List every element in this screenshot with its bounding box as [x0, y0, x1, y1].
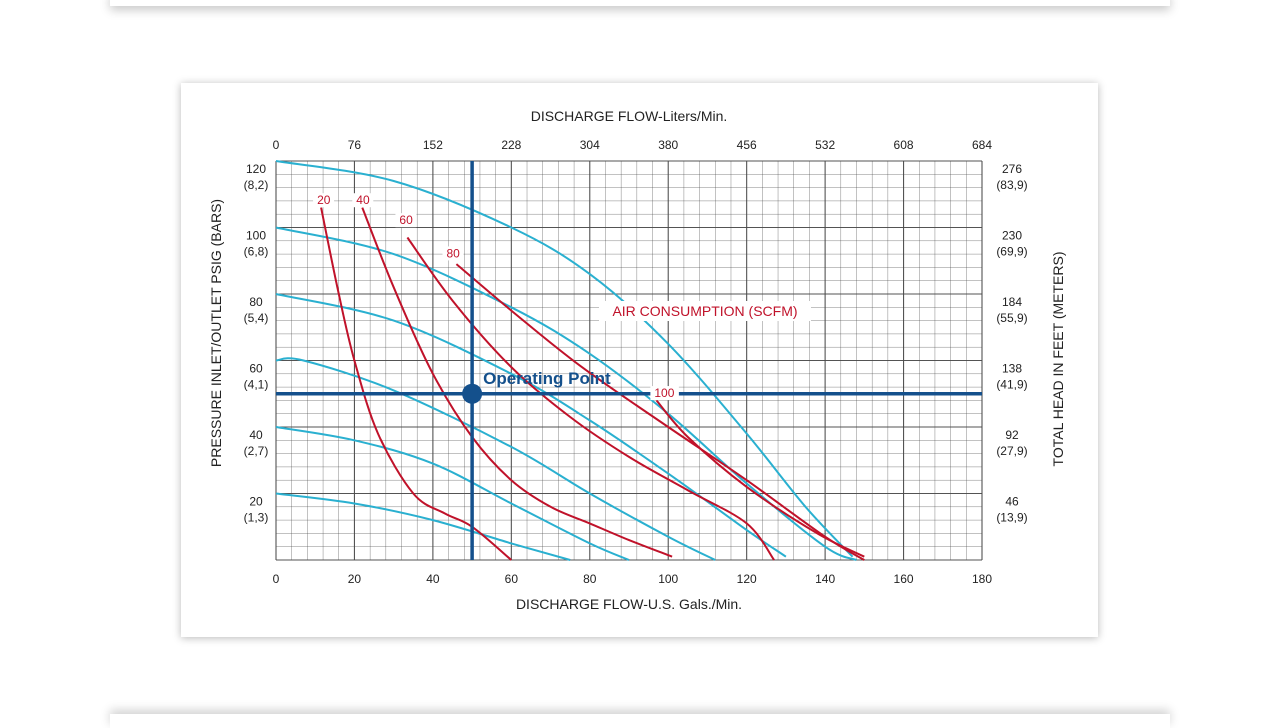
air-curve-40 — [361, 207, 673, 558]
right-tick-meters: (55,9) — [996, 311, 1027, 325]
top-tick-label: 304 — [580, 138, 600, 152]
right-tick-meters: (27,9) — [996, 444, 1027, 458]
air-curve-label-20: 20 — [317, 193, 331, 207]
chart-grid — [275, 160, 983, 561]
x-tick-label: 120 — [737, 572, 757, 586]
right-tick-feet: 276 — [1002, 162, 1022, 176]
air-curve-label-80: 80 — [447, 246, 461, 260]
right-tick-feet: 184 — [1002, 295, 1022, 309]
top-tick-label: 684 — [972, 138, 992, 152]
top-tick-label: 380 — [658, 138, 678, 152]
x-tick-label: 180 — [972, 572, 992, 586]
left-tick-bar: (6,8) — [244, 245, 269, 259]
air-curve-label-bg — [313, 193, 335, 208]
x-tick-label: 160 — [894, 572, 914, 586]
pressure-curve-4 — [275, 357, 716, 561]
air-curve-label-bg — [650, 386, 679, 401]
left-tick-bar: (8,2) — [244, 178, 269, 192]
operating-point-label: Operating Point — [483, 369, 611, 388]
top-tick-label: 456 — [737, 138, 757, 152]
pressure-curves — [275, 160, 857, 561]
pump-performance-chart-card: 20 40 60 80 100 Operating Point AIR CONSUMPTIO… — [181, 83, 1098, 637]
pressure-curve-1 — [275, 160, 854, 558]
top-tick-label: 228 — [501, 138, 521, 152]
x-tick-label: 80 — [583, 572, 597, 586]
air-curve-label-bg — [395, 213, 417, 228]
right-tick-feet: 138 — [1002, 362, 1022, 376]
air-curve-80 — [455, 263, 865, 561]
left-tick-psig: 80 — [249, 295, 263, 309]
previous-card-edge — [110, 0, 1170, 6]
x-tick-label: 40 — [426, 572, 440, 586]
right-axis-title: TOTAL HEAD IN FEET (METERS) — [1050, 252, 1066, 467]
air-curve-20 — [320, 207, 512, 561]
left-axis-title: PRESSURE INLET/OUTLET PSIG (BARS) — [208, 199, 224, 467]
right-tick-feet: 46 — [1005, 495, 1019, 509]
top-axis-title: DISCHARGE FLOW-Liters/Min. — [531, 108, 728, 124]
left-tick-psig: 40 — [249, 428, 263, 442]
operating-point-lines — [276, 161, 982, 560]
air-curve-60 — [406, 236, 775, 561]
left-tick-psig: 20 — [249, 495, 263, 509]
air-curve-label-bg — [442, 246, 464, 261]
top-tick-label: 76 — [348, 138, 362, 152]
pressure-curve-3 — [275, 293, 787, 558]
x-axis-title: DISCHARGE FLOW-U.S. Gals./Min. — [516, 596, 742, 612]
right-tick-feet: 230 — [1002, 229, 1022, 243]
air-consumption-title: AIR CONSUMPTION (SCFM) — [612, 303, 797, 319]
left-tick-bar: (5,4) — [244, 311, 269, 325]
operating-point-marker — [462, 383, 483, 404]
left-tick-bar: (4,1) — [244, 378, 269, 392]
right-tick-meters: (69,9) — [996, 245, 1027, 259]
air-consumption-title-bg — [599, 301, 811, 321]
top-tick-label: 0 — [273, 138, 280, 152]
air-curve-label-60: 60 — [399, 213, 413, 227]
x-tick-label: 20 — [348, 572, 362, 586]
right-tick-meters: (13,9) — [996, 511, 1027, 525]
right-tick-feet: 92 — [1005, 428, 1019, 442]
air-curve-label-100: 100 — [654, 386, 674, 400]
left-tick-bar: (1,3) — [244, 511, 269, 525]
pressure-curve-5 — [275, 426, 630, 561]
pressure-curve-2 — [275, 226, 857, 561]
left-tick-psig: 60 — [249, 362, 263, 376]
air-consumption-curves — [320, 207, 865, 561]
x-tick-label: 140 — [815, 572, 835, 586]
top-tick-label: 608 — [894, 138, 914, 152]
right-tick-meters: (41,9) — [996, 378, 1027, 392]
left-tick-bar: (2,7) — [244, 444, 269, 458]
pressure-curve-6 — [275, 492, 571, 561]
next-card-edge — [110, 714, 1170, 728]
top-tick-label: 152 — [423, 138, 443, 152]
air-curve-label-40: 40 — [356, 193, 370, 207]
x-tick-label: 100 — [658, 572, 678, 586]
x-tick-label: 0 — [273, 572, 280, 586]
left-tick-psig: 120 — [246, 162, 266, 176]
air-curve-label-bg — [352, 193, 374, 208]
top-tick-label: 532 — [815, 138, 835, 152]
right-tick-meters: (83,9) — [996, 178, 1027, 192]
left-tick-psig: 100 — [246, 229, 266, 243]
air-curve-100 — [655, 399, 865, 558]
x-tick-label: 60 — [505, 572, 519, 586]
